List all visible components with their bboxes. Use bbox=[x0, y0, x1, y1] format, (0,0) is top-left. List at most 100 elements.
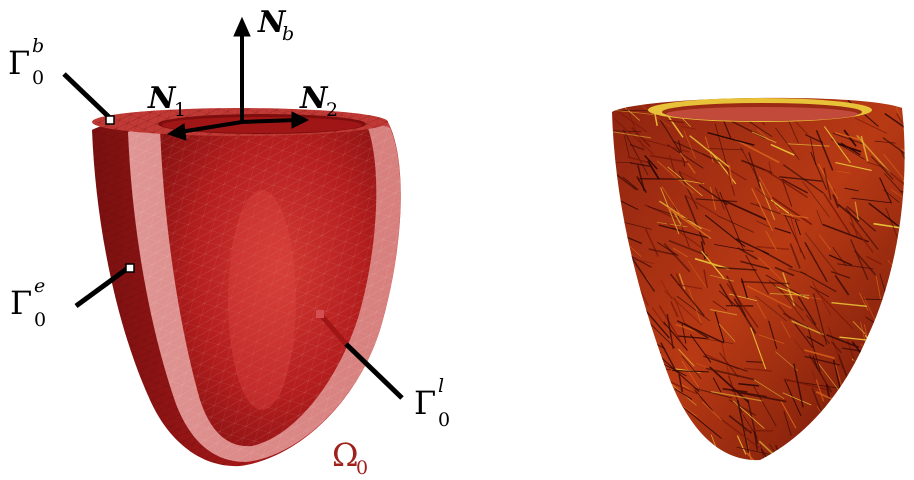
fiber-stroke bbox=[647, 435, 661, 448]
fiber-stroke bbox=[652, 461, 674, 480]
fiber-stroke bbox=[780, 400, 797, 429]
fiber-stroke bbox=[877, 418, 889, 448]
fiber-stroke bbox=[760, 444, 770, 461]
fiber-stroke bbox=[615, 442, 634, 461]
fiber-stroke bbox=[719, 191, 740, 240]
fiber-stroke bbox=[685, 195, 718, 216]
fiber-stroke bbox=[870, 156, 894, 180]
fiber-stroke bbox=[637, 102, 671, 128]
fiber-stroke bbox=[612, 130, 642, 133]
svg-text:0: 0 bbox=[438, 409, 450, 431]
fiber-stroke bbox=[666, 313, 674, 349]
fiber-stroke bbox=[765, 274, 803, 297]
fiber-stroke bbox=[832, 246, 847, 267]
fiber-stroke bbox=[823, 193, 851, 234]
fiber-stroke bbox=[804, 232, 838, 275]
fiber-stroke bbox=[655, 391, 665, 426]
fiber-stroke bbox=[701, 250, 725, 279]
normal-vectors bbox=[166, 16, 310, 141]
fiber-stroke bbox=[658, 224, 710, 239]
fiber-stroke bbox=[612, 396, 633, 425]
fiber-stroke bbox=[834, 131, 861, 141]
fiber-stroke bbox=[852, 321, 866, 335]
fiber-stroke bbox=[625, 106, 645, 151]
fiber-stroke bbox=[804, 355, 840, 366]
fiber-stroke bbox=[633, 445, 645, 457]
fiber-stroke bbox=[667, 206, 712, 240]
fiber-stroke bbox=[758, 176, 780, 212]
fiber-stroke bbox=[910, 187, 914, 223]
fiber-stroke bbox=[673, 211, 682, 226]
fiber-stroke bbox=[658, 305, 685, 348]
fiber-stroke bbox=[612, 422, 622, 431]
fiber-stroke bbox=[740, 278, 748, 299]
fiber-stroke bbox=[835, 456, 855, 461]
fiber-stroke bbox=[793, 363, 804, 408]
svg-text:Γ: Γ bbox=[8, 44, 30, 82]
fiber-stroke bbox=[736, 446, 774, 456]
fiber-stroke bbox=[689, 135, 731, 169]
fiber-stroke bbox=[853, 249, 877, 276]
fiber-stroke bbox=[612, 366, 624, 395]
fiber-stroke bbox=[871, 351, 891, 367]
fiber-stroke bbox=[714, 244, 754, 252]
fiber-stroke bbox=[894, 448, 905, 456]
fiber-stroke bbox=[612, 436, 638, 452]
fiber-stroke bbox=[852, 387, 863, 402]
fiber-stroke bbox=[879, 177, 892, 204]
fiber-stroke bbox=[647, 160, 660, 180]
fiber-stroke bbox=[810, 151, 828, 191]
fiber-stroke bbox=[712, 377, 722, 393]
svg-text:0: 0 bbox=[34, 309, 46, 331]
fiber-stroke bbox=[751, 131, 777, 143]
fiber-stroke bbox=[626, 400, 639, 414]
fiber-stroke bbox=[700, 241, 706, 260]
fiber-stroke bbox=[805, 314, 831, 345]
fiber-stroke bbox=[758, 181, 776, 221]
fiber-stroke bbox=[644, 308, 670, 339]
fiber-stroke bbox=[850, 239, 869, 281]
fiber-stroke bbox=[728, 164, 734, 185]
fiber-stroke bbox=[889, 361, 905, 368]
fiber-stroke bbox=[646, 431, 666, 441]
fiber-stroke bbox=[775, 286, 810, 300]
fiber-stroke bbox=[906, 420, 914, 427]
fiber-stroke bbox=[623, 379, 637, 419]
fiber-stroke bbox=[797, 296, 817, 326]
fiber-stroke bbox=[678, 348, 695, 367]
label-endocardial-boundary: Γ l 0 bbox=[414, 375, 450, 431]
fiber-stroke bbox=[830, 430, 866, 440]
fiber-stroke bbox=[884, 112, 905, 134]
fiber-stroke bbox=[672, 370, 710, 373]
fiber-stroke bbox=[661, 186, 682, 216]
fiber-stroke bbox=[834, 274, 850, 296]
fiber-stroke bbox=[815, 289, 854, 330]
fiber-stroke bbox=[620, 373, 637, 384]
fiber-stroke bbox=[862, 441, 886, 454]
fiber-stroke bbox=[837, 263, 874, 270]
fiber-stroke bbox=[680, 126, 697, 130]
fiber-stroke bbox=[644, 430, 656, 461]
fiber-stroke bbox=[681, 355, 702, 380]
fiber-stroke bbox=[909, 98, 914, 117]
fiber-stroke bbox=[612, 130, 652, 139]
fiber-stroke bbox=[806, 335, 825, 347]
fiber-stroke bbox=[870, 429, 905, 458]
fiber-stroke bbox=[851, 439, 860, 461]
fiber-stroke bbox=[642, 411, 676, 423]
fiber-stroke bbox=[721, 342, 733, 389]
fiber-stroke bbox=[828, 254, 853, 266]
fiber-stroke bbox=[623, 342, 655, 389]
fiber-stroke bbox=[659, 119, 681, 153]
fiber-stroke bbox=[676, 295, 711, 322]
fiber-stroke bbox=[619, 411, 667, 440]
fiber-stroke bbox=[873, 222, 905, 233]
fiber-stroke bbox=[868, 202, 903, 230]
fiber-stroke bbox=[835, 162, 872, 171]
fiber-stroke bbox=[746, 452, 781, 461]
fiber-stroke bbox=[816, 210, 823, 225]
fiber-stroke bbox=[884, 173, 903, 194]
fiber-stroke bbox=[788, 211, 802, 253]
fiber-stroke bbox=[642, 138, 690, 153]
